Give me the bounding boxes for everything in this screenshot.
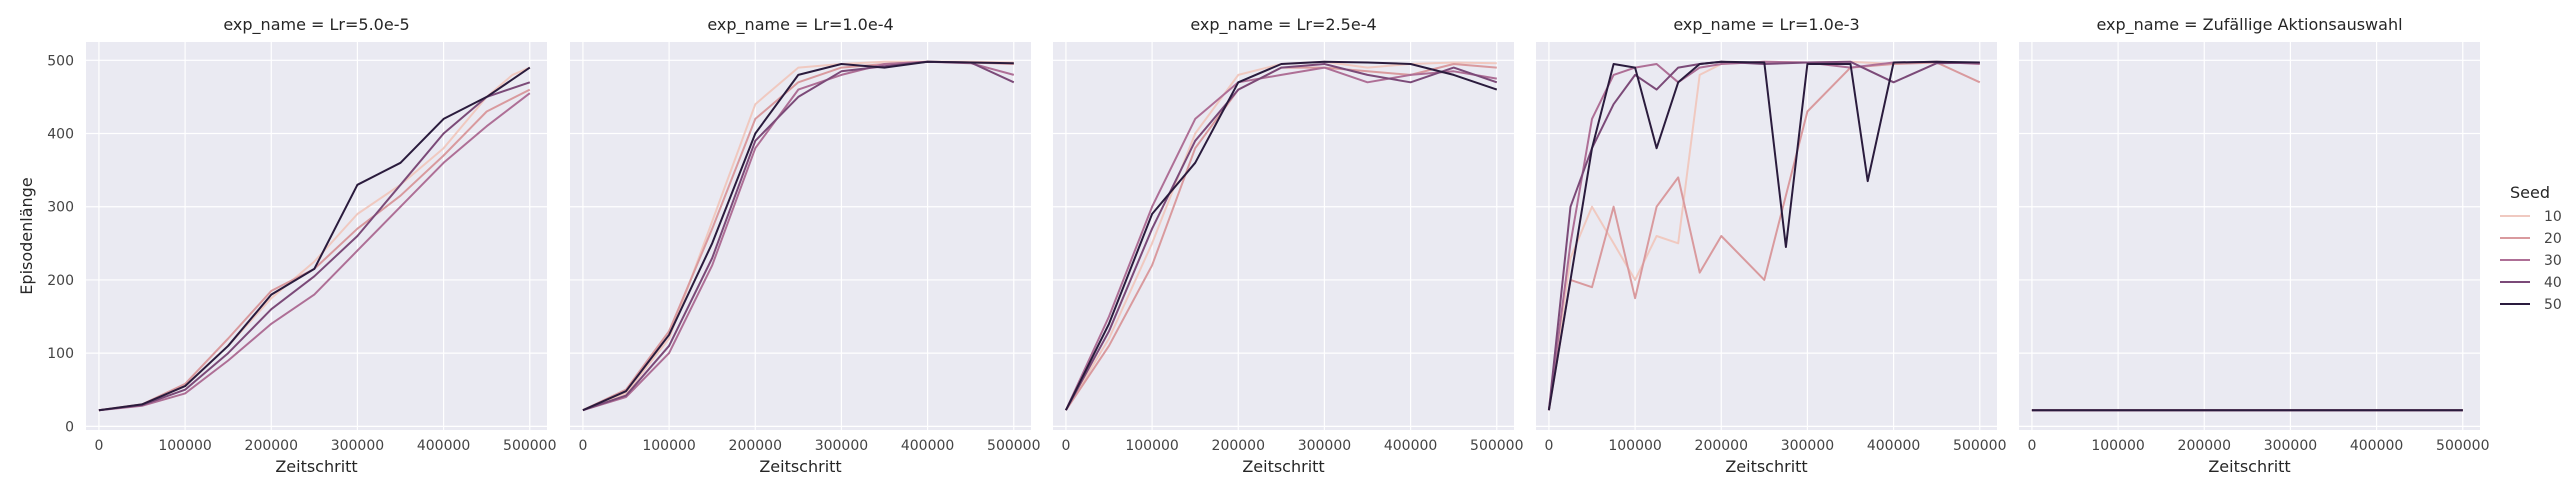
- series-line-seed-30: [1064, 66, 1497, 411]
- x-tick-label: 400000: [2350, 438, 2403, 454]
- series-line-seed-40: [98, 81, 531, 412]
- x-axis-label: Zeitschritt: [1725, 457, 1807, 476]
- x-axis-label: Zeitschritt: [2208, 457, 2290, 476]
- legend-label: 10: [2544, 209, 2562, 225]
- x-tick-label: 500000: [2436, 438, 2489, 454]
- legend-label: 40: [2544, 275, 2562, 291]
- x-tick-label: 300000: [331, 438, 384, 454]
- x-tick-label: 500000: [1953, 438, 2006, 454]
- facet-title: exp_name = Lr=5.0e-5: [223, 15, 409, 35]
- x-tick-label: 400000: [901, 438, 954, 454]
- x-tick-label: 500000: [987, 438, 1040, 454]
- x-tick-label: 0: [1544, 438, 1553, 454]
- x-tick-label: 0: [1061, 438, 1070, 454]
- plot-background: [2019, 42, 2480, 430]
- facet-panel-2: exp_name = Lr=1.0e-4 0 100000 200000 300000 4…: [570, 15, 1040, 476]
- legend-label: 50: [2544, 297, 2562, 313]
- x-tick-label: 500000: [503, 438, 556, 454]
- x-tick-label: 300000: [1298, 438, 1351, 454]
- facet-panel-5: exp_name = Zufällige Aktionsauswahl 0 1000…: [2019, 15, 2489, 476]
- y-tick-label: 400: [47, 127, 74, 143]
- y-tick-label: 300: [47, 200, 74, 216]
- x-tick-label: 100000: [642, 438, 695, 454]
- x-tick-label: 200000: [1212, 438, 1265, 454]
- series-line-seed-30: [98, 92, 531, 412]
- x-tick-label: 400000: [417, 438, 470, 454]
- x-tick-label: 300000: [815, 438, 868, 454]
- series-line-seed-50: [98, 66, 531, 412]
- y-axis-label: Episodenlänge: [17, 177, 36, 294]
- series-line-seed-50: [1547, 60, 1980, 411]
- facet-title: exp_name = Lr=1.0e-3: [1673, 15, 1859, 35]
- x-tick-label: 100000: [158, 438, 211, 454]
- plot-background: [1053, 42, 1514, 430]
- x-tick-label: 300000: [1781, 438, 1834, 454]
- series-line-seed-30: [1547, 60, 1980, 411]
- facet-panel-3: exp_name = Lr=2.5e-4 0 100000 200000 300000 4…: [1053, 15, 1523, 476]
- series-line-seed-50: [1065, 60, 1498, 411]
- x-tick-label: 200000: [2178, 438, 2231, 454]
- x-tick-label: 400000: [1384, 438, 1437, 454]
- legend-label: 20: [2544, 231, 2562, 247]
- y-tick-label: 0: [65, 419, 74, 435]
- legend-title: Seed: [2510, 183, 2550, 202]
- x-tick-label: 100000: [2091, 438, 2144, 454]
- x-tick-label: 200000: [245, 438, 298, 454]
- facet-title: exp_name = Zufällige Aktionsauswahl: [2096, 15, 2402, 35]
- x-tick-label: 300000: [2264, 438, 2317, 454]
- y-tick-label: 500: [47, 53, 74, 69]
- series-line-seed-40: [1065, 63, 1498, 411]
- x-tick-label: 100000: [1125, 438, 1178, 454]
- x-tick-label: 200000: [1695, 438, 1748, 454]
- x-tick-label: 200000: [729, 438, 782, 454]
- facet-panel-4: exp_name = Lr=1.0e-3 0 100000 200000 300000 4…: [1536, 15, 2006, 476]
- x-axis-label: Zeitschritt: [759, 457, 841, 476]
- series-line-seed-50: [582, 60, 1014, 412]
- plot-background: [86, 42, 547, 430]
- x-tick-label: 400000: [1867, 438, 1920, 454]
- x-tick-label: 100000: [1608, 438, 1661, 454]
- legend-label: 30: [2544, 253, 2562, 269]
- y-tick-label: 100: [47, 346, 74, 362]
- x-axis-label: Zeitschritt: [1242, 457, 1324, 476]
- x-tick-label: 0: [578, 438, 587, 454]
- facet-title: exp_name = Lr=2.5e-4: [1190, 15, 1376, 35]
- x-axis-label: Zeitschritt: [275, 457, 357, 476]
- x-tick-label: 500000: [1470, 438, 1523, 454]
- legend: Seed 10 20 30 40 50: [2500, 183, 2562, 313]
- y-tick-label: 200: [47, 273, 74, 289]
- facet-title: exp_name = Lr=1.0e-4: [707, 15, 893, 35]
- x-tick-label: 0: [2027, 438, 2036, 454]
- facet-panel-1: exp_name = Lr=5.0e-5 0 100000 200000 300000 4…: [17, 15, 556, 476]
- x-tick-label: 0: [94, 438, 103, 454]
